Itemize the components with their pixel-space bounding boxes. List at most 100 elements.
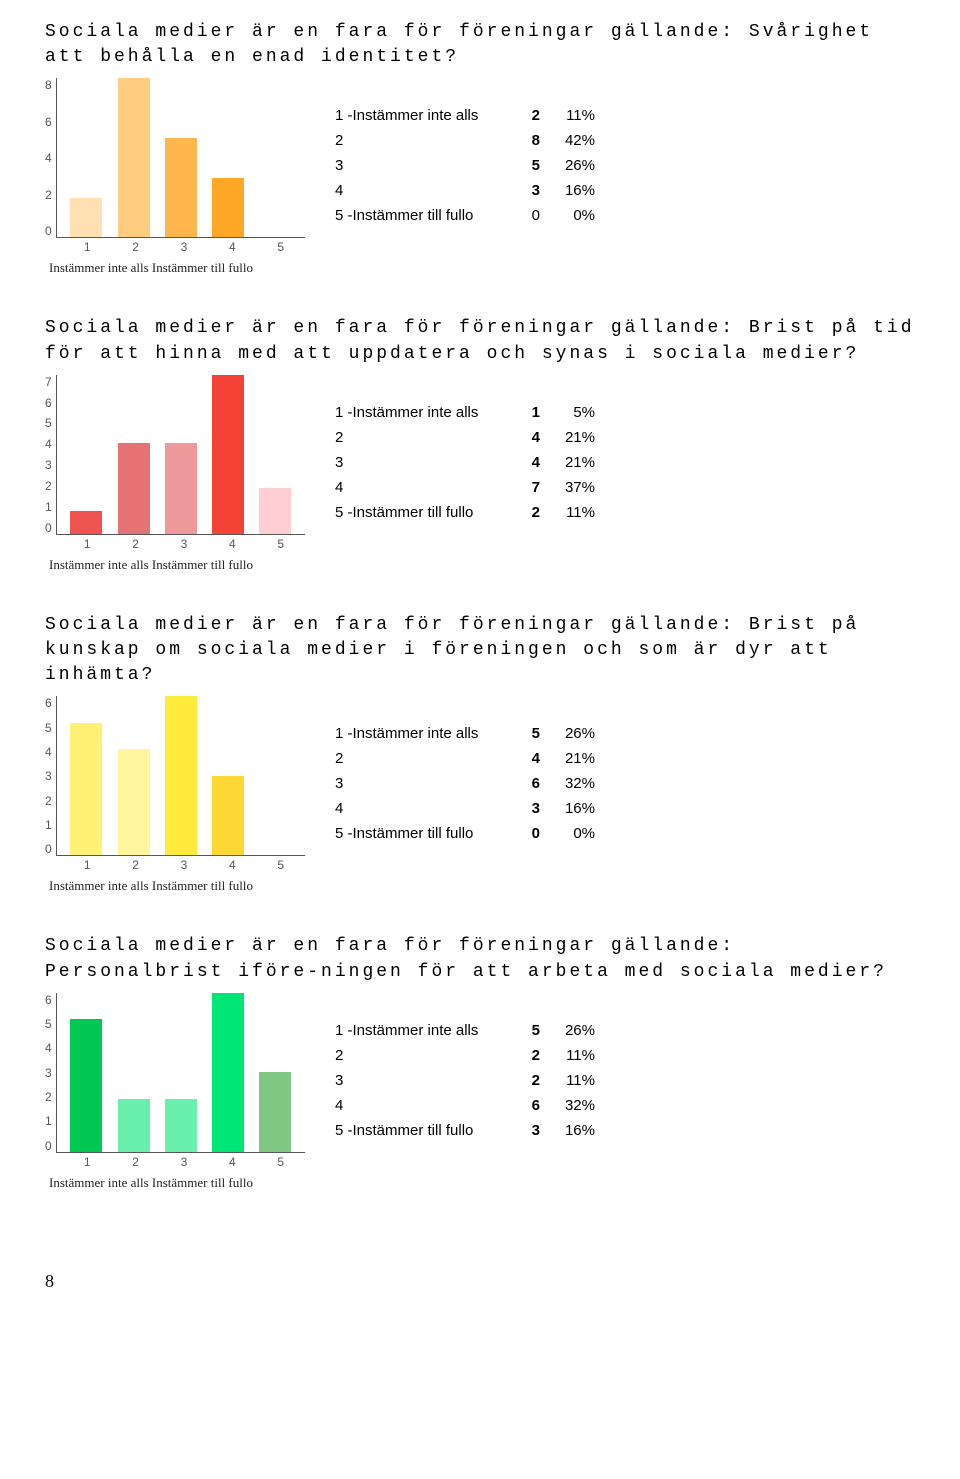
y-axis: 6543210: [45, 696, 56, 856]
y-tick: 0: [45, 1139, 52, 1153]
axis-legend: Instämmer inte alls Instämmer till fullo: [45, 260, 305, 276]
row-label: 3: [335, 153, 515, 178]
row-percent: 5%: [550, 400, 605, 425]
x-tick: 2: [120, 240, 152, 254]
row-count: 8: [515, 128, 550, 153]
y-axis: 6543210: [45, 993, 56, 1153]
bar: [212, 993, 244, 1152]
row-count: 6: [515, 1093, 550, 1118]
axis-legend-left: Instämmer inte alls: [49, 1175, 149, 1190]
y-axis: 76543210: [45, 375, 56, 535]
y-tick: 6: [45, 115, 52, 129]
row-label: 2: [335, 425, 515, 450]
y-tick: 1: [45, 500, 52, 514]
bar: [212, 776, 244, 856]
table-row: 2421%: [335, 746, 605, 771]
table-row: 2842%: [335, 128, 605, 153]
row-count: 2: [515, 500, 550, 525]
data-table: 1 -Instämmer inte alls526%2211%3211%4632…: [335, 1018, 605, 1143]
question-block: Sociala medier är en fara för föreningar…: [45, 613, 915, 895]
y-tick: 1: [45, 1114, 52, 1128]
table-row: 4737%: [335, 475, 605, 500]
table-row: 3421%: [335, 450, 605, 475]
x-tick: 2: [120, 1155, 152, 1169]
bar: [118, 78, 150, 237]
row-label: 2: [335, 746, 515, 771]
x-tick: 3: [168, 537, 200, 551]
y-tick: 8: [45, 78, 52, 92]
row-count: 2: [515, 1043, 550, 1068]
bar: [70, 511, 102, 534]
axis-legend: Instämmer inte alls Instämmer till fullo: [45, 1175, 305, 1191]
bar: [165, 443, 197, 534]
row-label: 4: [335, 178, 515, 203]
bar: [118, 1099, 150, 1152]
y-tick: 7: [45, 375, 52, 389]
row-count: 7: [515, 475, 550, 500]
x-tick: 3: [168, 240, 200, 254]
x-tick: 5: [265, 537, 297, 551]
row-label: 3: [335, 1068, 515, 1093]
row-percent: 37%: [550, 475, 605, 500]
row-percent: 21%: [550, 746, 605, 771]
question-title: Sociala medier är en fara för föreningar…: [45, 20, 915, 70]
y-tick: 1: [45, 818, 52, 832]
table-row: 3632%: [335, 771, 605, 796]
x-axis: 12345: [45, 858, 305, 872]
y-tick: 2: [45, 188, 52, 202]
row-label: 1 -Instämmer inte alls: [335, 103, 515, 128]
row-percent: 21%: [550, 425, 605, 450]
bar: [212, 375, 244, 534]
row-label: 4: [335, 475, 515, 500]
bar: [212, 178, 244, 238]
bar: [165, 1099, 197, 1152]
row-count: 3: [515, 1118, 550, 1143]
row-count: 3: [515, 178, 550, 203]
row-percent: 32%: [550, 1093, 605, 1118]
bar: [70, 723, 102, 856]
y-tick: 4: [45, 151, 52, 165]
chart-column: 7654321012345Instämmer inte alls Instämm…: [45, 375, 305, 573]
y-tick: 3: [45, 1066, 52, 1080]
row-percent: 16%: [550, 796, 605, 821]
row-percent: 11%: [550, 103, 605, 128]
row-percent: 21%: [550, 450, 605, 475]
row-count: 4: [515, 746, 550, 771]
row-label: 3: [335, 771, 515, 796]
row-percent: 11%: [550, 1068, 605, 1093]
y-tick: 2: [45, 479, 52, 493]
plot-area: [56, 993, 305, 1153]
x-tick: 4: [216, 858, 248, 872]
bar: [118, 443, 150, 534]
row-percent: 42%: [550, 128, 605, 153]
table-row: 2421%: [335, 425, 605, 450]
table-row: 4316%: [335, 796, 605, 821]
axis-legend: Instämmer inte alls Instämmer till fullo: [45, 557, 305, 573]
row-count: 4: [515, 450, 550, 475]
y-tick: 5: [45, 416, 52, 430]
row-percent: 26%: [550, 721, 605, 746]
bar: [70, 1019, 102, 1152]
y-tick: 2: [45, 794, 52, 808]
y-tick: 0: [45, 521, 52, 535]
data-table: 1 -Instämmer inte alls211%2842%3526%4316…: [335, 103, 605, 228]
table-column: 1 -Instämmer inte alls526%2211%3211%4632…: [335, 993, 605, 1143]
row-label: 1 -Instämmer inte alls: [335, 721, 515, 746]
chart-column: 8642012345Instämmer inte alls Instämmer …: [45, 78, 305, 276]
axis-legend-left: Instämmer inte alls: [49, 878, 149, 893]
data-table: 1 -Instämmer inte alls15%2421%3421%4737%…: [335, 400, 605, 525]
y-tick: 6: [45, 396, 52, 410]
question-block: Sociala medier är en fara för föreningar…: [45, 316, 915, 572]
axis-legend-right: Instämmer till fullo: [152, 1175, 253, 1190]
table-row: 5 -Instämmer till fullo211%: [335, 500, 605, 525]
row-label: 5 -Instämmer till fullo: [335, 500, 515, 525]
row-percent: 0%: [550, 203, 605, 228]
x-axis: 12345: [45, 537, 305, 551]
y-tick: 5: [45, 1017, 52, 1031]
row-count: 5: [515, 721, 550, 746]
x-tick: 3: [168, 1155, 200, 1169]
bar-chart: 6543210: [45, 993, 305, 1153]
x-tick: 1: [71, 537, 103, 551]
bar: [165, 138, 197, 237]
x-tick: 1: [71, 858, 103, 872]
